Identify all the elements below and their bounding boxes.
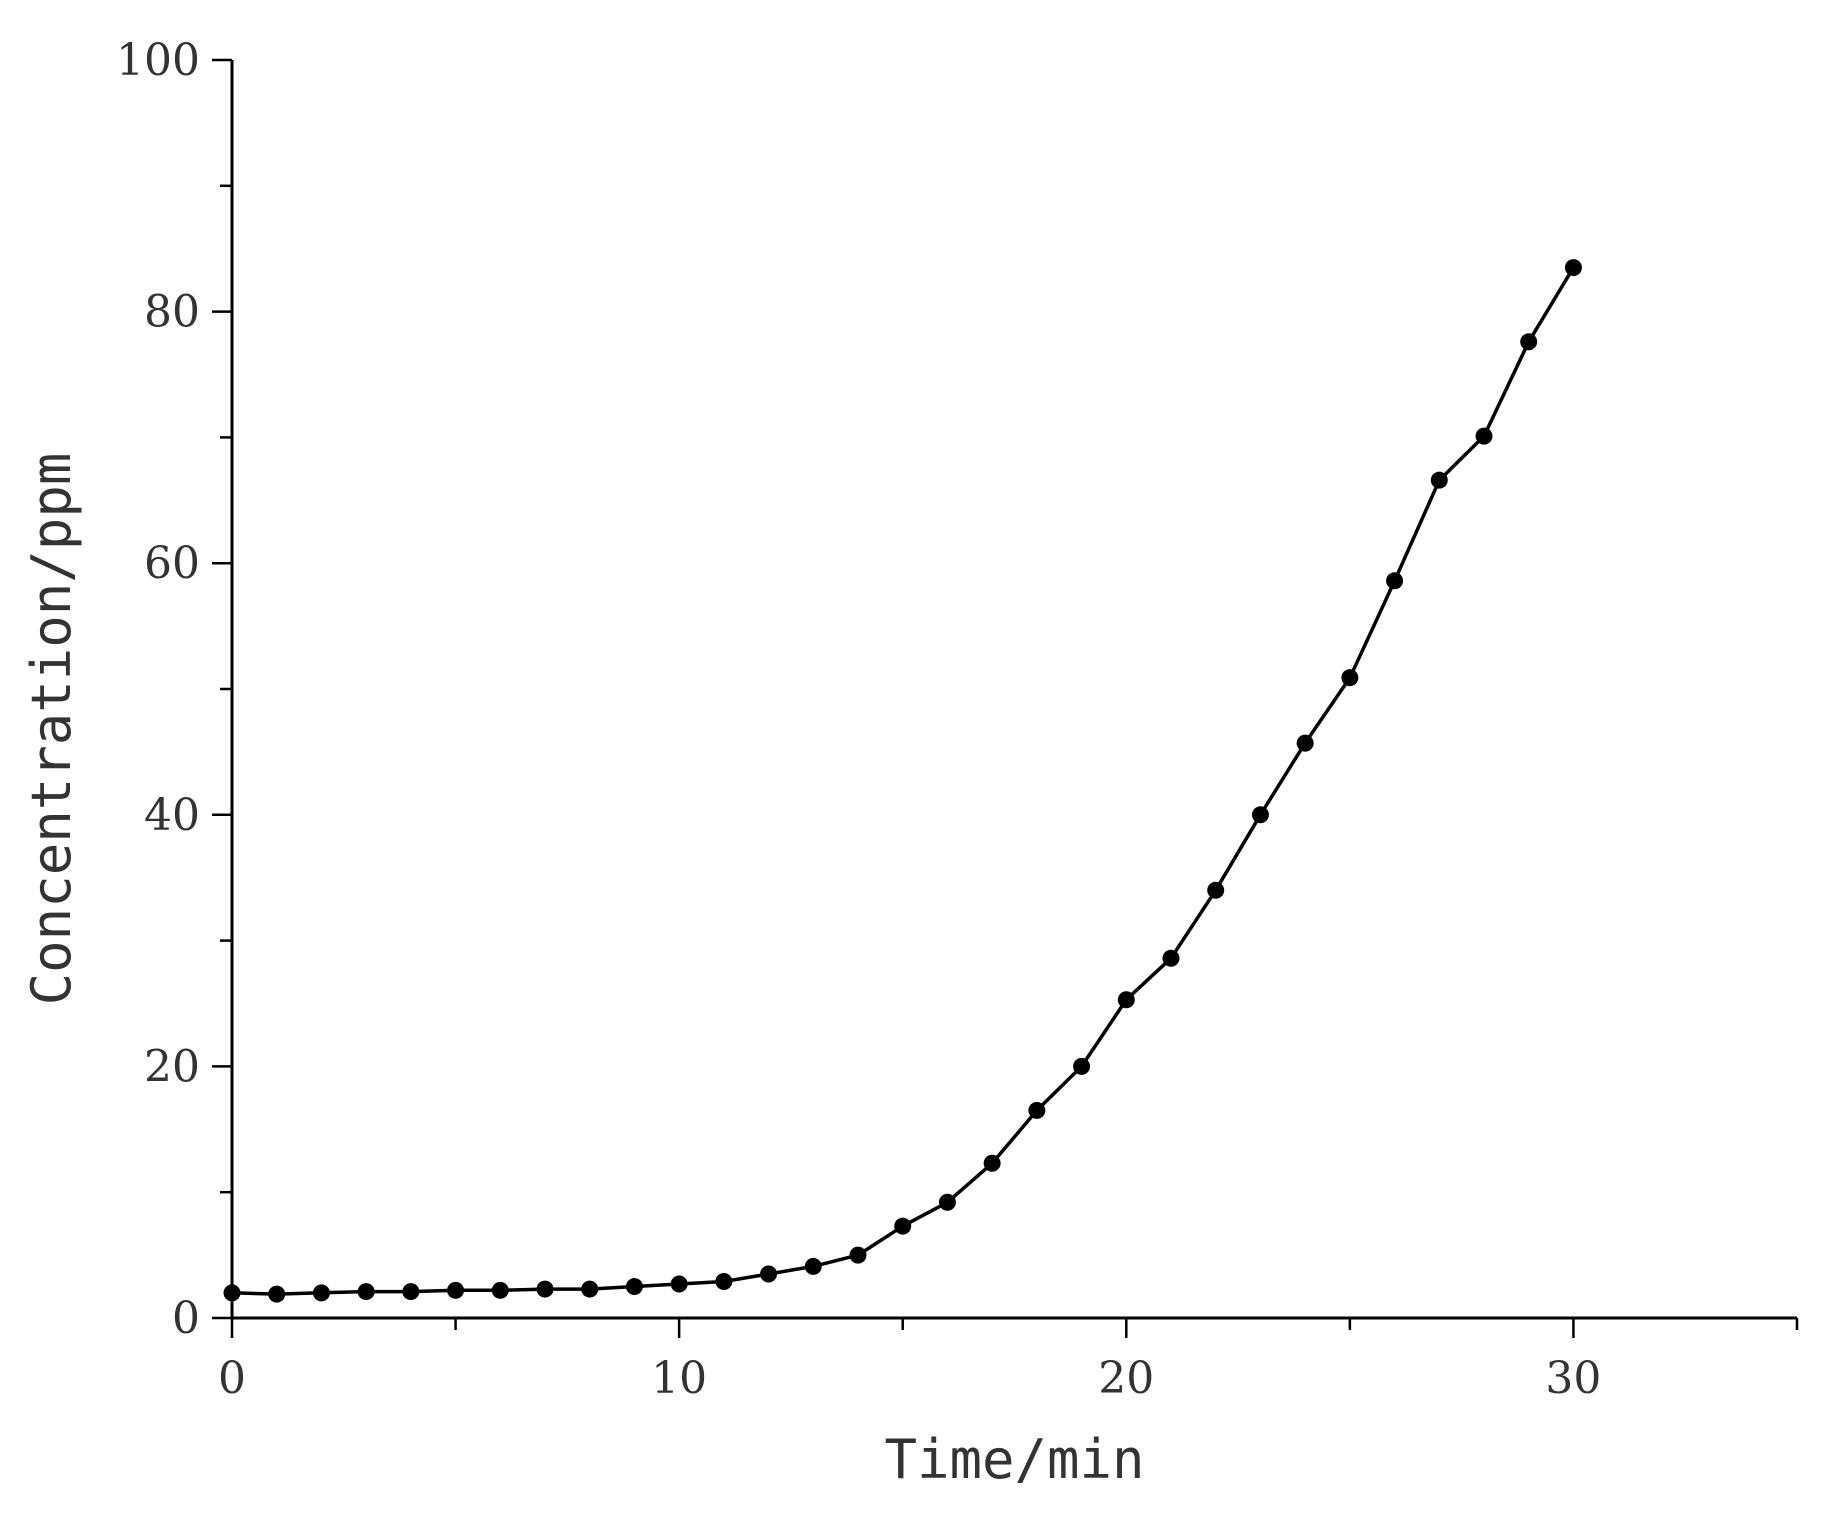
data-point <box>491 1281 509 1299</box>
data-point <box>983 1154 1001 1172</box>
data-point <box>1251 806 1269 824</box>
data-point <box>625 1278 643 1296</box>
x-tick-label: 10 <box>651 1353 707 1404</box>
y-axis-title: Concentration/ppm <box>20 453 83 1006</box>
y-tick-label: 20 <box>144 1041 200 1092</box>
data-point <box>1430 471 1448 489</box>
plot-area: 0 10 20 30 0 20 40 60 80 100 <box>116 35 1799 1404</box>
data-point <box>938 1193 956 1211</box>
data-point <box>1520 333 1538 351</box>
data-point <box>1296 734 1314 752</box>
data-point <box>1073 1057 1091 1075</box>
y-tick-label: 80 <box>144 287 200 338</box>
data-point <box>312 1284 330 1302</box>
data-point <box>1117 991 1135 1009</box>
data-point <box>715 1273 733 1291</box>
data-point <box>1475 427 1493 445</box>
data-point <box>804 1257 822 1275</box>
x-tick-label: 20 <box>1098 1353 1154 1404</box>
series-layer <box>223 259 1582 1303</box>
data-point <box>1028 1101 1046 1119</box>
data-point <box>447 1281 465 1299</box>
y-tick-label: 0 <box>172 1293 200 1344</box>
data-point <box>1564 259 1582 277</box>
x-axis-title: Time/min <box>884 1428 1144 1491</box>
data-point <box>1386 572 1404 590</box>
x-axis-ticks: 0 10 20 30 <box>218 1318 1799 1404</box>
data-point <box>1341 669 1359 687</box>
data-point <box>223 1284 241 1302</box>
data-point <box>894 1217 912 1235</box>
y-tick-label: 60 <box>144 538 200 589</box>
data-point <box>581 1280 599 1298</box>
data-point <box>402 1283 420 1301</box>
x-tick-label: 0 <box>218 1353 246 1404</box>
data-point <box>670 1275 688 1293</box>
series-line <box>231 266 1575 1296</box>
data-point <box>1207 881 1225 899</box>
y-tick-label: 40 <box>144 790 200 841</box>
y-axis-ticks: 0 20 40 60 80 100 <box>116 35 232 1344</box>
y-tick-label: 100 <box>116 35 200 86</box>
data-point <box>536 1280 554 1298</box>
data-point <box>357 1283 375 1301</box>
data-point <box>268 1285 286 1303</box>
data-point <box>760 1265 778 1283</box>
x-tick-label: 30 <box>1545 1353 1601 1404</box>
data-point <box>1162 949 1180 967</box>
data-point <box>849 1246 867 1264</box>
